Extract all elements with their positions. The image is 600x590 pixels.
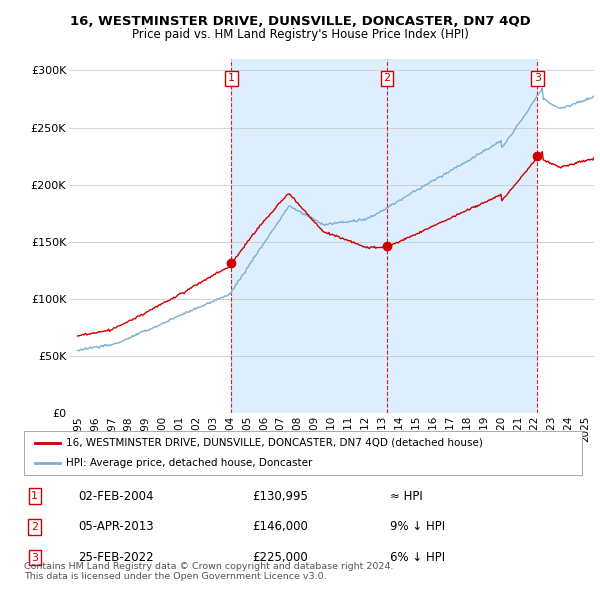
Text: 16, WESTMINSTER DRIVE, DUNSVILLE, DONCASTER, DN7 4QD: 16, WESTMINSTER DRIVE, DUNSVILLE, DONCAS… [70,15,530,28]
Text: HPI: Average price, detached house, Doncaster: HPI: Average price, detached house, Donc… [66,458,312,468]
Text: Contains HM Land Registry data © Crown copyright and database right 2024.
This d: Contains HM Land Registry data © Crown c… [24,562,394,581]
Text: 25-FEB-2022: 25-FEB-2022 [78,551,154,564]
Text: 1: 1 [31,491,38,501]
Text: 16, WESTMINSTER DRIVE, DUNSVILLE, DONCASTER, DN7 4QD (detached house): 16, WESTMINSTER DRIVE, DUNSVILLE, DONCAS… [66,438,483,448]
Text: £225,000: £225,000 [252,551,308,564]
Text: 6% ↓ HPI: 6% ↓ HPI [390,551,445,564]
Text: Price paid vs. HM Land Registry's House Price Index (HPI): Price paid vs. HM Land Registry's House … [131,28,469,41]
Text: 3: 3 [31,553,38,562]
Text: ≈ HPI: ≈ HPI [390,490,423,503]
Text: 05-APR-2013: 05-APR-2013 [78,520,154,533]
Text: 2: 2 [31,522,38,532]
Bar [232,59,387,413]
Text: £146,000: £146,000 [252,520,308,533]
Text: £130,995: £130,995 [252,490,308,503]
Text: 3: 3 [534,73,541,83]
Text: 2: 2 [383,73,391,83]
Text: 1: 1 [228,73,235,83]
Bar [387,59,537,413]
Text: 9% ↓ HPI: 9% ↓ HPI [390,520,445,533]
Text: 02-FEB-2004: 02-FEB-2004 [78,490,154,503]
